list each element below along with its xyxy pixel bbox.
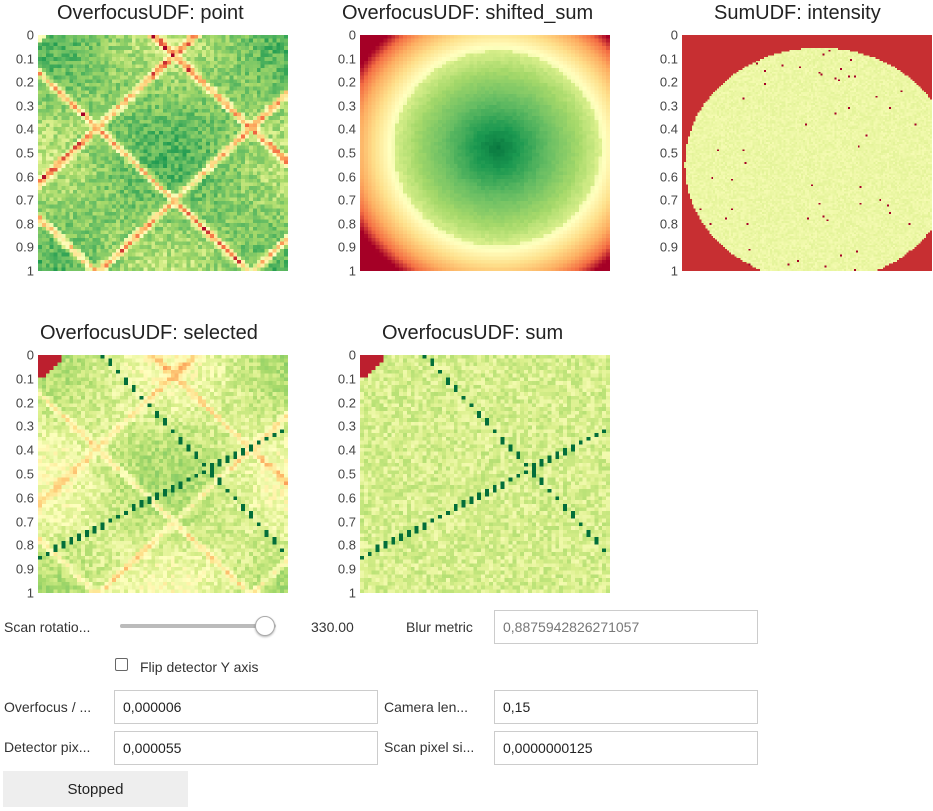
y-tick-label: 0.3 bbox=[15, 98, 34, 114]
plot-title: OverfocusUDF: sum bbox=[382, 322, 564, 344]
y-tick-label: 0.5 bbox=[15, 466, 34, 482]
y-tick-label: 0.9 bbox=[15, 561, 34, 577]
y-tick-label: 0.8 bbox=[15, 537, 34, 553]
y-tick-label: 0.5 bbox=[337, 466, 356, 482]
y-tick-label: 0.7 bbox=[659, 192, 678, 208]
y-tick-label: 0.2 bbox=[337, 74, 356, 90]
y-tick-label: 0.3 bbox=[337, 418, 356, 434]
plot-point: OverfocusUDF: point 0 0.1 0.2 0.3 0.4 0.5 0.6 0… bbox=[0, 0, 300, 290]
heatmap-canvas[interactable] bbox=[682, 35, 932, 271]
y-tick-label: 0.7 bbox=[337, 514, 356, 530]
y-tick-label: 0.6 bbox=[15, 169, 34, 185]
plot-title: SumUDF: intensity bbox=[714, 2, 881, 24]
heatmap-canvas[interactable] bbox=[38, 355, 288, 593]
y-tick-label: 0.6 bbox=[337, 490, 356, 506]
y-tick-label: 0.9 bbox=[659, 239, 678, 255]
scan-rotation-label: Scan rotatio... bbox=[4, 619, 91, 635]
plot-title: OverfocusUDF: shifted_sum bbox=[342, 2, 594, 24]
plot-sum: OverfocusUDF: sum 0 0.1 0.2 0.3 0.4 0.5 0.6 0.7… bbox=[322, 320, 622, 610]
y-tick-label: 0.2 bbox=[15, 395, 34, 411]
y-tick-label: 0.4 bbox=[15, 121, 34, 137]
y-tick-label: 0.2 bbox=[659, 74, 678, 90]
y-tick-label: 1 bbox=[26, 263, 34, 279]
y-tick-label: 0.4 bbox=[15, 442, 34, 458]
y-tick-label: 0.8 bbox=[337, 537, 356, 553]
y-axis-ticks: 0 0.1 0.2 0.3 0.4 0.5 0.6 0.7 0.8 0.9 1 bbox=[0, 348, 34, 601]
slider-thumb[interactable] bbox=[254, 616, 275, 636]
y-tick-label: 0.1 bbox=[15, 51, 34, 67]
overfocus-label: Overfocus / ... bbox=[4, 699, 92, 715]
scan-pixel-field[interactable] bbox=[494, 731, 758, 765]
camera-length-field[interactable] bbox=[494, 690, 758, 724]
scan-rotation-value: 330.00 bbox=[311, 619, 354, 635]
y-axis-ticks: 0 0.1 0.2 0.3 0.4 0.5 0.6 0.7 0.8 0.9 1 bbox=[0, 28, 34, 279]
y-tick-label: 0.7 bbox=[15, 514, 34, 530]
blur-metric-label: Blur metric bbox=[406, 619, 473, 635]
plot-title: OverfocusUDF: selected bbox=[40, 322, 258, 344]
y-tick-label: 0.1 bbox=[337, 371, 356, 387]
blur-metric-field[interactable] bbox=[494, 610, 758, 644]
y-tick-label: 0.9 bbox=[337, 239, 356, 255]
y-tick-label: 1 bbox=[26, 585, 34, 601]
flip-y-checkbox[interactable] bbox=[115, 658, 128, 671]
y-tick-label: 1 bbox=[348, 263, 356, 279]
y-tick-label: 1 bbox=[670, 263, 678, 279]
detector-pixel-label: Detector pix... bbox=[4, 739, 91, 755]
y-tick-label: 0.2 bbox=[15, 74, 34, 90]
y-tick-label: 0.5 bbox=[15, 145, 34, 161]
y-tick-label: 0.6 bbox=[337, 169, 356, 185]
y-tick-label: 0.4 bbox=[659, 121, 678, 137]
y-tick-label: 0.9 bbox=[337, 561, 356, 577]
y-tick-label: 0.4 bbox=[337, 121, 356, 137]
y-tick-label: 0.7 bbox=[337, 192, 356, 208]
detector-pixel-field[interactable] bbox=[114, 731, 378, 765]
y-tick-label: 0.5 bbox=[659, 145, 678, 161]
y-tick-label: 0.9 bbox=[15, 239, 34, 255]
plot-intensity: SumUDF: intensity 0 0.1 0.2 0.3 0.4 0.5 0.6 0.7… bbox=[644, 0, 933, 290]
y-tick-label: 0.8 bbox=[337, 216, 356, 232]
y-tick-label: 0.1 bbox=[337, 51, 356, 67]
flip-y-label: Flip detector Y axis bbox=[140, 659, 259, 675]
status-button[interactable]: Stopped bbox=[3, 771, 188, 807]
y-tick-label: 0.1 bbox=[659, 51, 678, 67]
y-tick-label: 0.5 bbox=[337, 145, 356, 161]
y-tick-label: 0 bbox=[26, 347, 34, 363]
y-axis-ticks: 0 0.1 0.2 0.3 0.4 0.5 0.6 0.7 0.8 0.9 1 bbox=[322, 28, 356, 279]
y-tick-label: 0.6 bbox=[15, 490, 34, 506]
plot-selected: OverfocusUDF: selected 0 0.1 0.2 0.3 0.4 0.5 0… bbox=[0, 320, 300, 610]
y-tick-label: 0.8 bbox=[15, 216, 34, 232]
y-tick-label: 0.3 bbox=[15, 418, 34, 434]
y-tick-label: 0.1 bbox=[15, 371, 34, 387]
y-tick-label: 0.2 bbox=[337, 395, 356, 411]
plot-shifted-sum: OverfocusUDF: shifted_sum 0 0.1 0.2 0.3 0.4 0… bbox=[322, 0, 622, 290]
scan-pixel-label: Scan pixel si... bbox=[384, 739, 475, 755]
heatmap-canvas[interactable] bbox=[360, 35, 610, 271]
y-tick-label: 0.8 bbox=[659, 216, 678, 232]
scan-rotation-slider[interactable] bbox=[120, 614, 280, 638]
plot-title: OverfocusUDF: point bbox=[57, 2, 244, 24]
slider-fill bbox=[120, 624, 264, 628]
y-tick-label: 0.6 bbox=[659, 169, 678, 185]
heatmap-canvas[interactable] bbox=[38, 35, 288, 271]
overfocus-field[interactable] bbox=[114, 690, 378, 724]
y-tick-label: 0 bbox=[26, 27, 34, 43]
y-tick-label: 0.3 bbox=[659, 98, 678, 114]
y-axis-ticks: 0 0.1 0.2 0.3 0.4 0.5 0.6 0.7 0.8 0.9 1 bbox=[322, 348, 356, 601]
camera-length-label: Camera len... bbox=[384, 699, 469, 715]
y-tick-label: 0 bbox=[348, 347, 356, 363]
y-axis-ticks: 0 0.1 0.2 0.3 0.4 0.5 0.6 0.7 0.8 0.9 1 bbox=[644, 28, 678, 279]
y-tick-label: 0 bbox=[670, 27, 678, 43]
y-tick-label: 0 bbox=[348, 27, 356, 43]
y-tick-label: 0.3 bbox=[337, 98, 356, 114]
y-tick-label: 0.7 bbox=[15, 192, 34, 208]
y-tick-label: 1 bbox=[348, 585, 356, 601]
y-tick-label: 0.4 bbox=[337, 442, 356, 458]
heatmap-canvas[interactable] bbox=[360, 355, 610, 593]
